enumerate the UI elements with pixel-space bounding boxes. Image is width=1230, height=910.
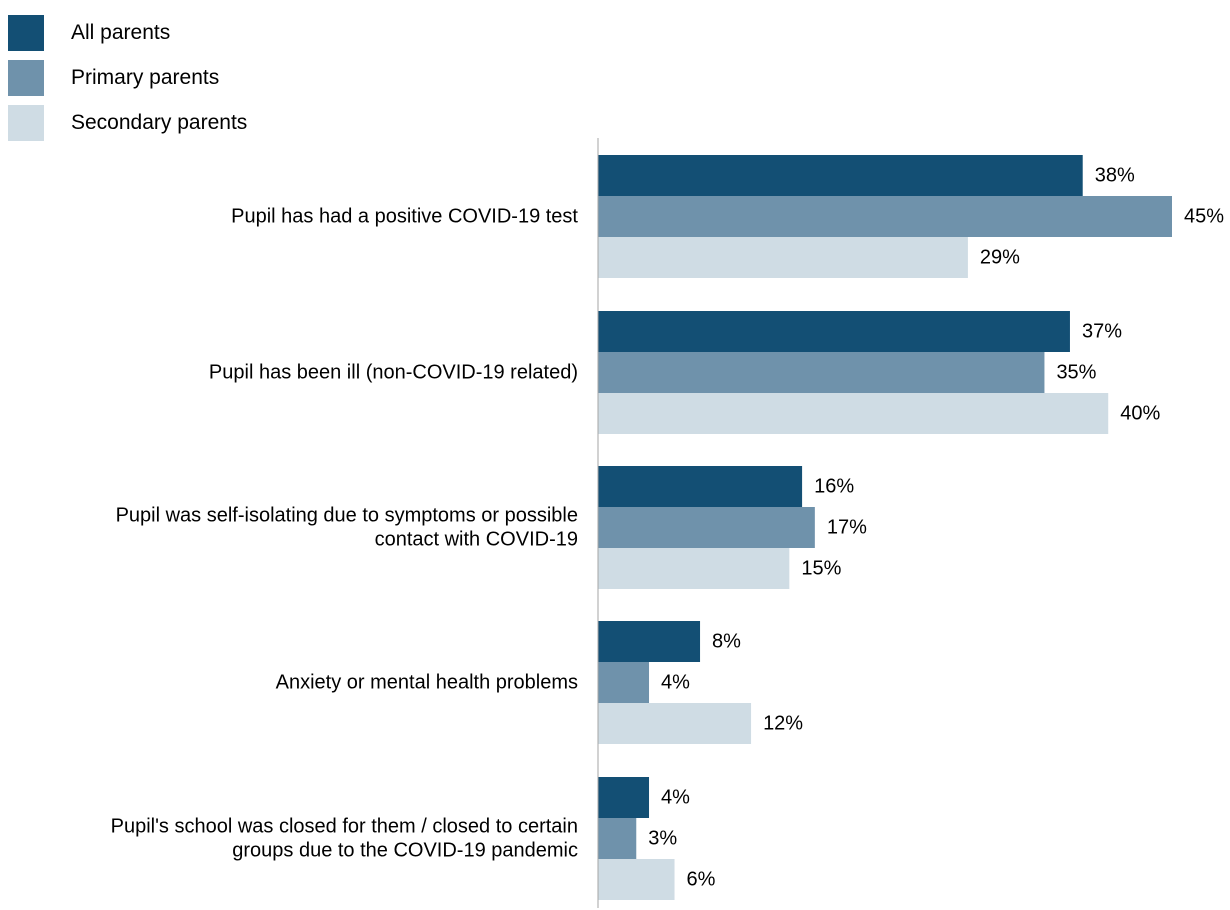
category-label: Pupil has had a positive COVID-19 test [231, 206, 578, 228]
bar [598, 155, 1083, 196]
category-label: Anxiety or mental health problems [276, 672, 578, 694]
category-label: Pupil was self-isolating due to symptoms… [116, 505, 578, 527]
bar [598, 662, 650, 703]
bar [598, 859, 675, 900]
bar [598, 393, 1109, 434]
bar [598, 311, 1070, 352]
legend: All parents Primary parents Secondary pa… [8, 10, 247, 145]
bar [598, 196, 1172, 237]
data-label: 8% [712, 631, 741, 653]
bar [598, 621, 701, 662]
legend-label-secondary-parents: Secondary parents [71, 110, 248, 134]
data-label: 45% [1184, 206, 1224, 228]
category-label: groups due to the COVID-19 pandemic [232, 840, 578, 862]
data-label: 12% [763, 713, 803, 735]
legend-item-all-parents: All parents [8, 10, 247, 55]
bar [598, 237, 968, 278]
legend-item-secondary-parents: Secondary parents [8, 100, 247, 145]
category-label: Pupil has been ill (non-COVID-19 related… [209, 362, 578, 384]
data-label: 15% [801, 558, 841, 580]
legend-swatch-all-parents [8, 14, 44, 51]
data-label: 3% [648, 828, 677, 850]
legend-swatch-secondary-parents [8, 104, 44, 141]
legend-label-all-parents: All parents [71, 20, 171, 44]
data-label: 38% [1095, 165, 1135, 187]
bar [598, 352, 1045, 393]
legend-item-primary-parents: Primary parents [8, 55, 247, 100]
bar [598, 548, 790, 589]
bar [598, 818, 637, 859]
data-label: 37% [1082, 321, 1122, 343]
bar [598, 507, 815, 548]
data-label: 29% [980, 247, 1020, 269]
data-label: 6% [687, 869, 716, 891]
bar [598, 777, 650, 818]
data-label: 4% [661, 672, 690, 694]
category-label: contact with COVID-19 [375, 529, 578, 551]
data-label: 4% [661, 787, 690, 809]
data-label: 35% [1056, 362, 1096, 384]
legend-label-primary-parents: Primary parents [71, 65, 220, 89]
data-label: 16% [814, 476, 854, 498]
category-label: Pupil's school was closed for them / clo… [111, 816, 578, 838]
bar [598, 703, 752, 744]
bar [598, 466, 803, 507]
data-label: 40% [1120, 403, 1160, 425]
legend-swatch-primary-parents [8, 59, 44, 96]
data-label: 17% [827, 517, 867, 539]
